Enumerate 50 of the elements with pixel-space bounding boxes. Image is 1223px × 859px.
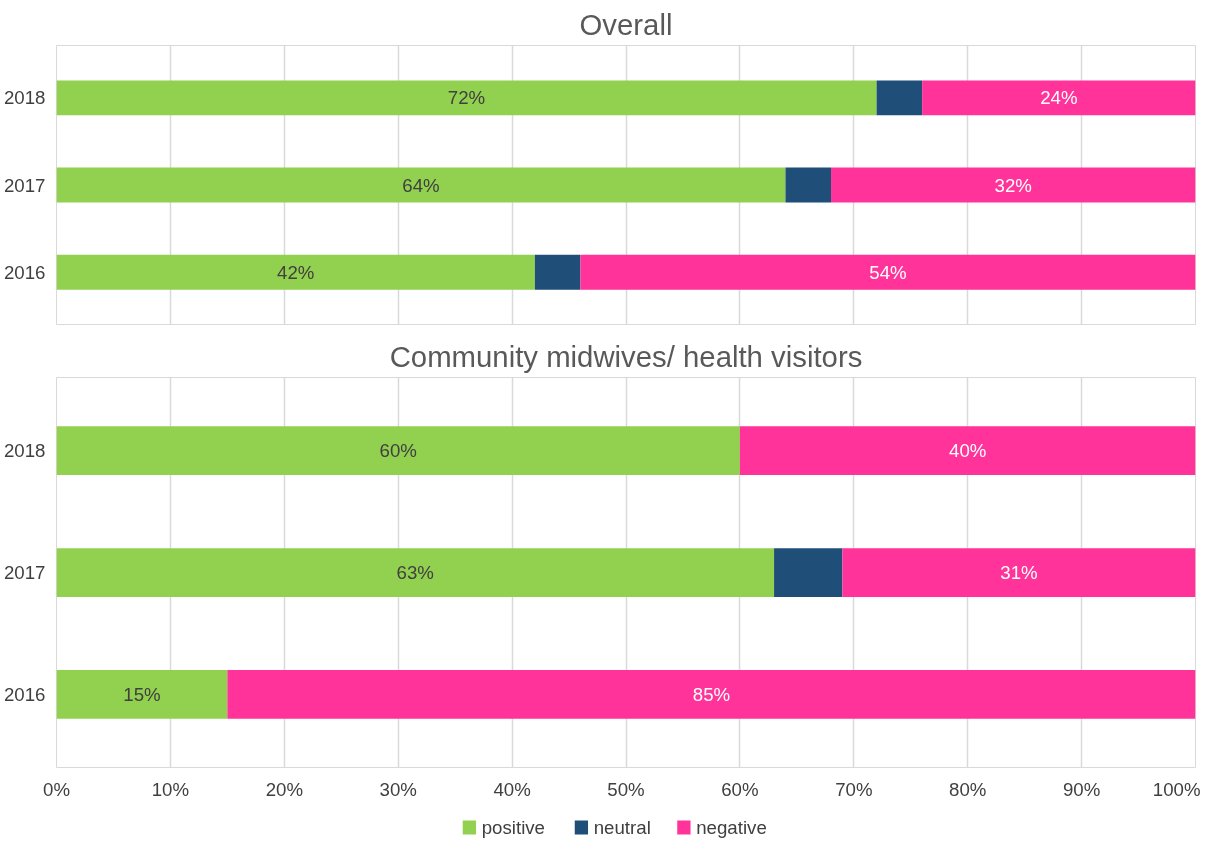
y-tick-label: 2016 bbox=[4, 683, 46, 705]
x-tick-label: 80% bbox=[949, 778, 987, 800]
data-label: 63% bbox=[396, 562, 434, 583]
x-tick-label: 30% bbox=[379, 778, 417, 800]
data-label: 40% bbox=[949, 440, 987, 462]
data-label: 31% bbox=[1000, 562, 1038, 583]
data-label: 15% bbox=[123, 683, 161, 705]
data-label: 64% bbox=[402, 174, 440, 196]
bar bbox=[56, 167, 786, 203]
x-tick-label: 100% bbox=[1152, 778, 1201, 800]
y-tick-label: 2018 bbox=[4, 87, 46, 109]
bar bbox=[739, 426, 1196, 475]
y-tick-label: 2018 bbox=[4, 440, 46, 462]
bar bbox=[56, 548, 775, 597]
bar bbox=[831, 167, 1196, 203]
bar bbox=[56, 426, 740, 475]
bar bbox=[56, 80, 877, 116]
x-tick-label: 90% bbox=[1062, 778, 1101, 800]
bar bbox=[227, 670, 1196, 719]
data-label: 24% bbox=[1040, 87, 1078, 109]
bar bbox=[774, 548, 843, 597]
x-tick-label: 70% bbox=[835, 778, 873, 800]
data-label: 42% bbox=[277, 261, 315, 283]
legend-label: negative bbox=[696, 817, 767, 838]
y-tick-label: 2017 bbox=[4, 174, 46, 196]
x-tick-label: 40% bbox=[493, 778, 531, 800]
chart-title: Community midwives/ health visitors bbox=[389, 339, 863, 373]
bar bbox=[534, 254, 581, 290]
bar bbox=[842, 548, 1196, 597]
x-tick-label: 60% bbox=[721, 778, 759, 800]
bar bbox=[785, 167, 832, 203]
data-label: 60% bbox=[379, 440, 417, 462]
bar bbox=[56, 254, 535, 290]
y-tick-label: 2017 bbox=[4, 562, 46, 583]
bar bbox=[876, 80, 923, 116]
data-label: 85% bbox=[692, 683, 731, 705]
legend-label: positive bbox=[481, 817, 545, 838]
x-tick-label: 20% bbox=[265, 778, 303, 800]
x-tick-label: 0% bbox=[43, 778, 70, 800]
chart-title: Overall bbox=[579, 7, 673, 41]
bar bbox=[922, 80, 1196, 116]
bar bbox=[580, 254, 1196, 290]
x-tick-label: 10% bbox=[151, 778, 190, 800]
data-label: 32% bbox=[994, 174, 1032, 196]
y-tick-label: 2016 bbox=[4, 261, 46, 283]
data-label: 54% bbox=[869, 261, 907, 283]
bar bbox=[56, 670, 228, 719]
x-tick-label: 50% bbox=[607, 778, 645, 800]
legend-label: neutral bbox=[593, 817, 651, 838]
data-label: 72% bbox=[447, 87, 486, 109]
